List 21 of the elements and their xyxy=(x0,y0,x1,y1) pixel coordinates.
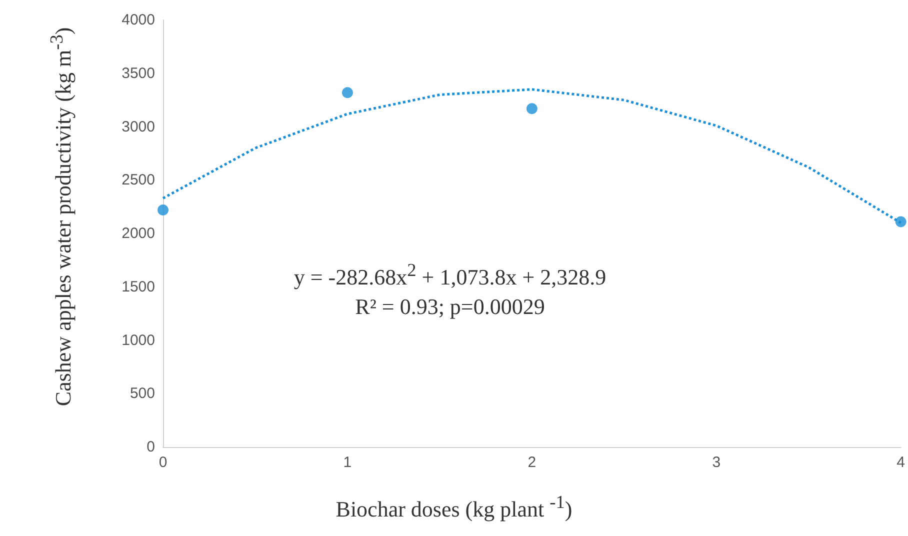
point xyxy=(158,204,168,216)
y-tick-label: 500 xyxy=(130,385,155,402)
point xyxy=(895,216,906,228)
y-tick-label: 3500 xyxy=(122,64,155,82)
x-tick-label: 2 xyxy=(528,454,536,471)
annotation: y = -282.68x$^{2}$ + 1,073.8x + 2,328.9 xyxy=(292,259,608,292)
x-tick-label: 3 xyxy=(712,454,721,471)
y-tick-label: 2500 xyxy=(122,172,155,189)
y-tick-label: 4000 xyxy=(122,12,155,28)
x-tick-label: 1 xyxy=(343,454,352,471)
y-tick-label: 3000 xyxy=(122,118,155,136)
y-tick-label: 2000 xyxy=(122,225,155,242)
y-tick-label: 0 xyxy=(146,438,155,456)
point xyxy=(526,103,538,114)
point xyxy=(342,87,353,98)
annotation: R² = 0.93; p=0.00029 xyxy=(354,293,546,322)
y-tick-label: 1000 xyxy=(122,332,155,349)
x-tick-label: 0 xyxy=(158,454,168,471)
x-tick-label: 4 xyxy=(896,454,905,471)
y-tick-label: 1500 xyxy=(122,278,155,296)
x-axis-title: Biochar doses (kg plant $^{-1}$) xyxy=(334,492,574,522)
